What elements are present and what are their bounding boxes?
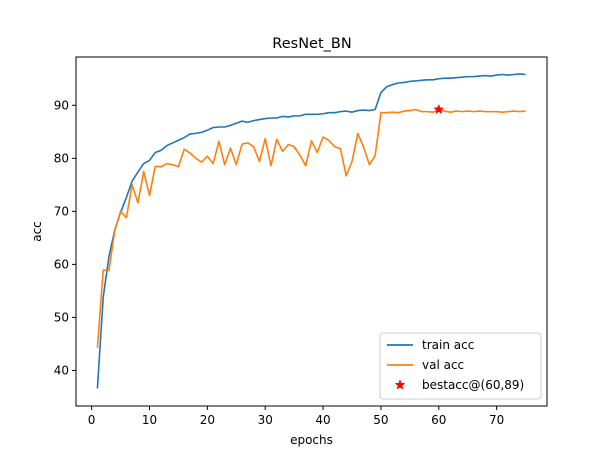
x-tick-label: 70 [489, 413, 504, 427]
x-tick-label: 30 [258, 413, 273, 427]
best-acc-marker [433, 103, 445, 115]
x-tick-label: 60 [431, 413, 446, 427]
x-tick-label: 10 [142, 413, 157, 427]
chart-title: ResNet_BN [272, 36, 351, 52]
y-tick-label: 70 [54, 204, 69, 218]
legend-label: val acc [422, 358, 464, 372]
x-tick-label: 40 [315, 413, 330, 427]
series-line-2 [96, 108, 526, 348]
x-axis-label: epochs [290, 433, 333, 447]
legend-label: bestacc@(60,89) [422, 378, 524, 392]
y-tick-label: 80 [54, 151, 69, 165]
x-tick-label: 0 [88, 413, 96, 427]
y-tick-label: 60 [54, 257, 69, 271]
legend: train acc val acc bestacc@(60,89) [379, 332, 542, 400]
x-axis-ticks: 0 10 20 30 40 50 60 70 [88, 406, 504, 427]
y-tick-label: 50 [54, 310, 69, 324]
series-line-1 [96, 73, 526, 389]
series-lines [96, 73, 526, 389]
y-tick-label: 90 [54, 98, 69, 112]
y-axis-label: acc [30, 221, 44, 242]
x-tick-label: 50 [373, 413, 388, 427]
legend-swatch [394, 379, 406, 390]
marker-layer [433, 103, 445, 115]
x-tick-label: 20 [200, 413, 215, 427]
y-axis-ticks: 40 50 60 70 80 90 [54, 98, 76, 377]
legend-label: train acc [422, 338, 474, 352]
plot-frame [75, 56, 548, 407]
y-tick-label: 40 [54, 363, 69, 377]
legend-box [379, 332, 542, 400]
